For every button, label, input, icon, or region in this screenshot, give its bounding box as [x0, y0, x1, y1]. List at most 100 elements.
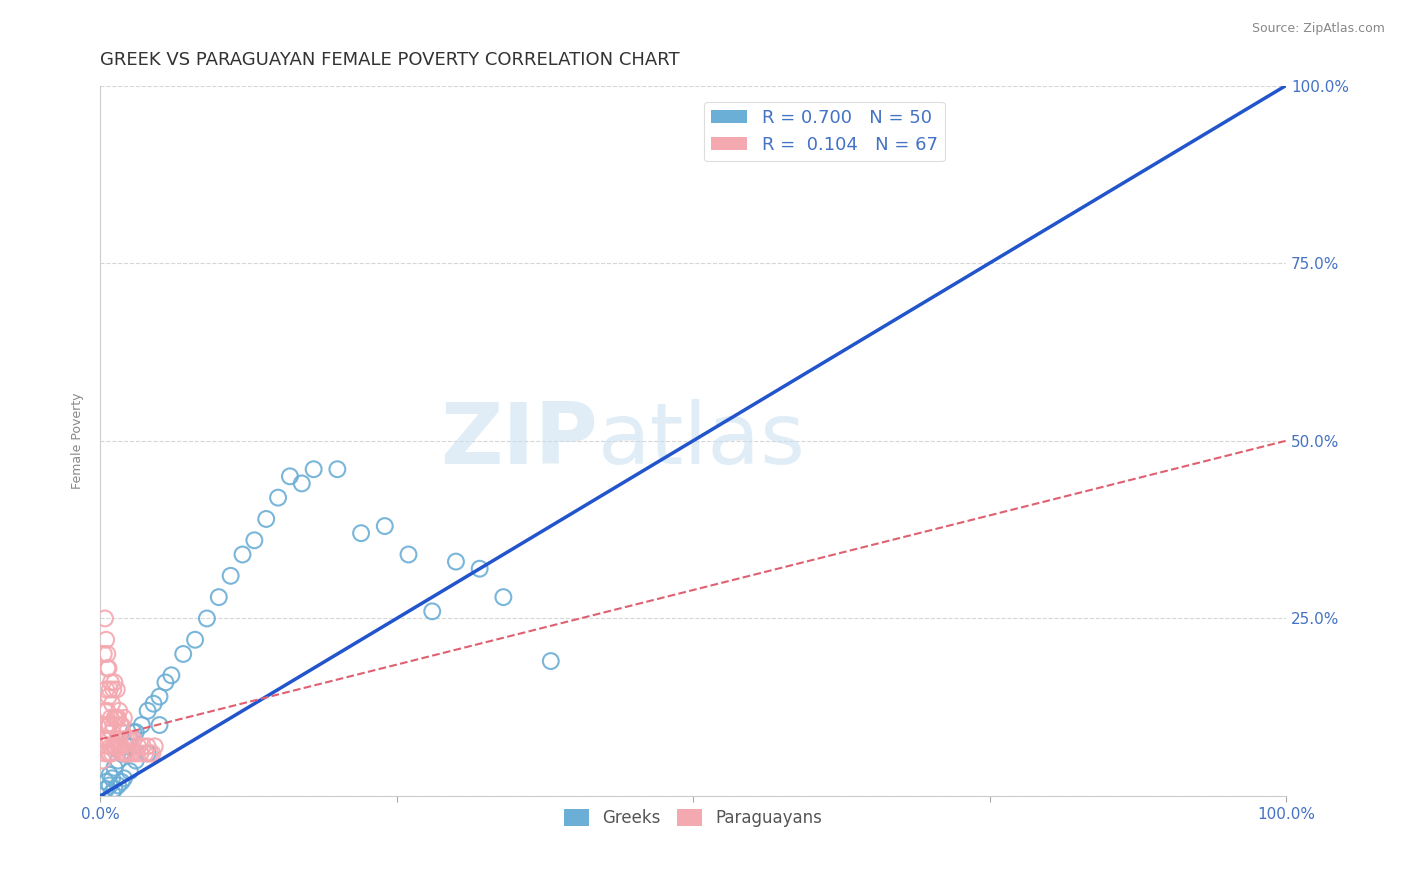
Point	[184, 632, 207, 647]
Point	[136, 747, 159, 761]
Point	[108, 704, 131, 718]
Point	[920, 136, 942, 150]
Point	[94, 775, 117, 789]
Point	[492, 590, 515, 604]
Point	[98, 747, 121, 761]
Point	[142, 697, 165, 711]
Point	[136, 739, 159, 754]
Text: atlas: atlas	[598, 400, 806, 483]
Point	[374, 519, 396, 533]
Point	[125, 754, 148, 768]
Point	[120, 732, 142, 747]
Point	[125, 747, 148, 761]
Point	[110, 718, 132, 732]
Point	[105, 711, 128, 725]
Point	[110, 747, 132, 761]
Point	[101, 785, 124, 799]
Point	[219, 569, 242, 583]
Point	[97, 718, 120, 732]
Point	[121, 747, 143, 761]
Point	[110, 739, 132, 754]
Text: GREEK VS PARAGUAYAN FEMALE POVERTY CORRELATION CHART: GREEK VS PARAGUAYAN FEMALE POVERTY CORRE…	[100, 51, 681, 69]
Point	[350, 526, 373, 541]
Point	[96, 704, 118, 718]
Point	[540, 654, 562, 668]
Point	[398, 548, 420, 562]
Point	[134, 747, 156, 761]
Point	[111, 725, 134, 739]
Point	[148, 718, 170, 732]
Legend: Greeks, Paraguayans: Greeks, Paraguayans	[557, 803, 830, 834]
Point	[91, 754, 114, 768]
Point	[110, 739, 132, 754]
Point	[104, 739, 127, 754]
Point	[103, 739, 125, 754]
Point	[129, 747, 152, 761]
Point	[96, 661, 118, 675]
Y-axis label: Female Poverty: Female Poverty	[72, 392, 84, 489]
Point	[326, 462, 349, 476]
Text: ZIP: ZIP	[440, 400, 598, 483]
Point	[172, 647, 194, 661]
Point	[96, 732, 118, 747]
Point	[110, 718, 132, 732]
Point	[112, 732, 135, 747]
Point	[103, 739, 125, 754]
Point	[103, 682, 125, 697]
Point	[112, 772, 135, 786]
Point	[110, 775, 132, 789]
Point	[291, 476, 314, 491]
Point	[105, 682, 128, 697]
Point	[101, 747, 124, 761]
Point	[115, 732, 138, 747]
Point	[160, 668, 183, 682]
Point	[132, 739, 155, 754]
Point	[141, 747, 163, 761]
Point	[420, 604, 443, 618]
Point	[231, 548, 253, 562]
Point	[103, 675, 125, 690]
Point	[107, 711, 129, 725]
Point	[94, 782, 117, 797]
Point	[278, 469, 301, 483]
Point	[114, 747, 136, 761]
Point	[118, 747, 141, 761]
Point	[93, 647, 115, 661]
Point	[94, 704, 117, 718]
Point	[93, 732, 115, 747]
Point	[98, 718, 121, 732]
Point	[107, 779, 129, 793]
Point	[112, 711, 135, 725]
Point	[108, 732, 131, 747]
Point	[112, 747, 135, 761]
Point	[94, 718, 117, 732]
Point	[117, 747, 139, 761]
Point	[101, 697, 124, 711]
Point	[94, 747, 117, 761]
Point	[143, 739, 166, 754]
Point	[97, 661, 120, 675]
Point	[115, 739, 138, 754]
Point	[101, 772, 124, 786]
Point	[103, 718, 125, 732]
Point	[100, 675, 122, 690]
Point	[107, 754, 129, 768]
Point	[139, 747, 162, 761]
Point	[100, 711, 122, 725]
Point	[118, 732, 141, 747]
Point	[148, 690, 170, 704]
Point	[100, 739, 122, 754]
Point	[101, 725, 124, 739]
Point	[98, 768, 121, 782]
Point	[97, 747, 120, 761]
Point	[103, 782, 125, 797]
Point	[98, 732, 121, 747]
Point	[118, 764, 141, 779]
Point	[94, 682, 117, 697]
Point	[208, 590, 231, 604]
Point	[96, 647, 118, 661]
Point	[98, 779, 121, 793]
Point	[94, 632, 117, 647]
Point	[103, 711, 125, 725]
Point	[104, 711, 127, 725]
